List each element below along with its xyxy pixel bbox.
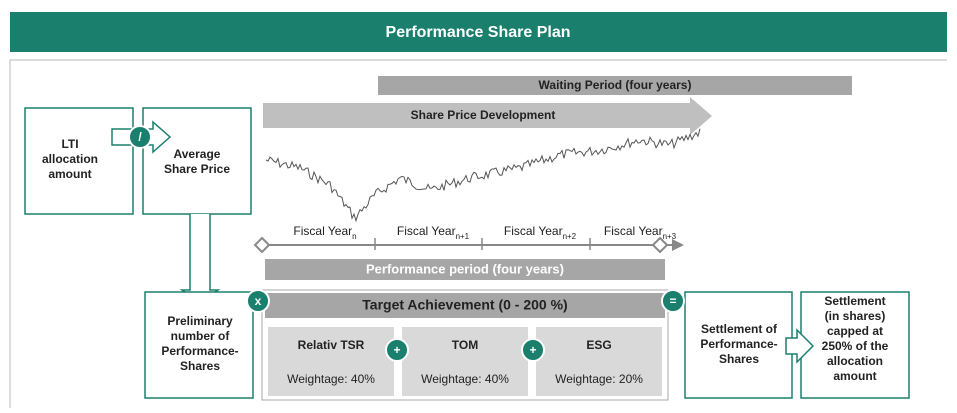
box-text: Performance-: [700, 337, 777, 351]
fiscal-sub: n: [352, 232, 356, 241]
box-text: (in shares): [825, 309, 886, 323]
operator: =: [669, 294, 676, 308]
price-line: [265, 128, 701, 223]
target-title: Target Achievement (0 - 200 %): [362, 297, 567, 313]
operator-circle: [128, 125, 152, 149]
box-text: 250% of the: [822, 339, 889, 353]
box-text: allocation: [827, 354, 883, 368]
header-title: Performance Share Plan: [386, 24, 571, 41]
box-text: amount: [833, 369, 876, 383]
box-text: amount: [48, 167, 91, 181]
item-weight: Weightage: 20%: [555, 372, 643, 386]
waiting-label: Waiting Period (four years): [539, 78, 692, 92]
frame: [9, 59, 947, 408]
target-item: [402, 327, 528, 396]
box-text: LTI: [61, 137, 78, 151]
share-arrow: [263, 97, 712, 135]
box-text: Average: [174, 147, 221, 161]
operator-circle: [385, 338, 409, 362]
box-text: Performance-: [161, 344, 238, 358]
performance-label: Performance period (four years): [366, 261, 564, 276]
operator: x: [255, 294, 262, 308]
box-text: Settlement: [824, 294, 885, 308]
fiscal-label: Fiscal Year: [293, 224, 352, 238]
item-name: TOM: [452, 338, 478, 352]
box-text: Share Price: [164, 162, 230, 176]
item-weight: Weightage: 40%: [287, 372, 375, 386]
fiscal-label: Fiscal Year: [397, 224, 456, 238]
box-text: capped at: [827, 324, 883, 338]
item-weight: Weightage: 40%: [421, 372, 509, 386]
operator: +: [529, 343, 536, 357]
average-box: [142, 107, 252, 215]
operator-circle: [521, 338, 545, 362]
fiscal-year: Fiscal Yearn+3: [604, 224, 677, 241]
settlement-of-box: [684, 291, 793, 399]
fiscal-sub: n+3: [663, 232, 677, 241]
operator-circle: [246, 289, 270, 313]
fiscal-sub: n+2: [563, 232, 577, 241]
down-arrow: [179, 214, 221, 303]
item-name: Relativ TSR: [298, 338, 365, 352]
preliminary-box: [144, 291, 254, 399]
target-item: [536, 327, 662, 396]
target-item: [268, 327, 394, 396]
lti-box: [24, 107, 134, 215]
box-text: allocation: [42, 152, 98, 166]
fiscal-sub: n+1: [456, 232, 470, 241]
fiscal-label: Fiscal Year: [604, 224, 663, 238]
fiscal-year: Fiscal Yearn+2: [504, 224, 577, 241]
box-text: Settlement of: [701, 322, 778, 336]
box-text: Preliminary: [167, 314, 233, 328]
header-bar: [10, 12, 947, 52]
diamond: [651, 236, 669, 254]
arrow: [785, 328, 815, 364]
fiscal-year: Fiscal Yearn: [293, 224, 356, 241]
operator: +: [393, 343, 400, 357]
target-header: [265, 293, 665, 318]
waiting-bar: [378, 76, 852, 95]
item-name: ESG: [586, 338, 611, 352]
box-text: Shares: [180, 359, 220, 373]
diamond: [253, 236, 271, 254]
box-text: number of: [171, 329, 231, 343]
operator: /: [138, 130, 142, 144]
share-label: Share Price Development: [411, 108, 556, 122]
timeline-head: [672, 239, 684, 251]
settlement-box: [800, 291, 910, 399]
box-text: Shares: [719, 352, 759, 366]
fiscal-label: Fiscal Year: [504, 224, 563, 238]
operator-circle: [661, 289, 685, 313]
performance-bar: [265, 259, 665, 280]
fiscal-year: Fiscal Yearn+1: [397, 224, 470, 241]
